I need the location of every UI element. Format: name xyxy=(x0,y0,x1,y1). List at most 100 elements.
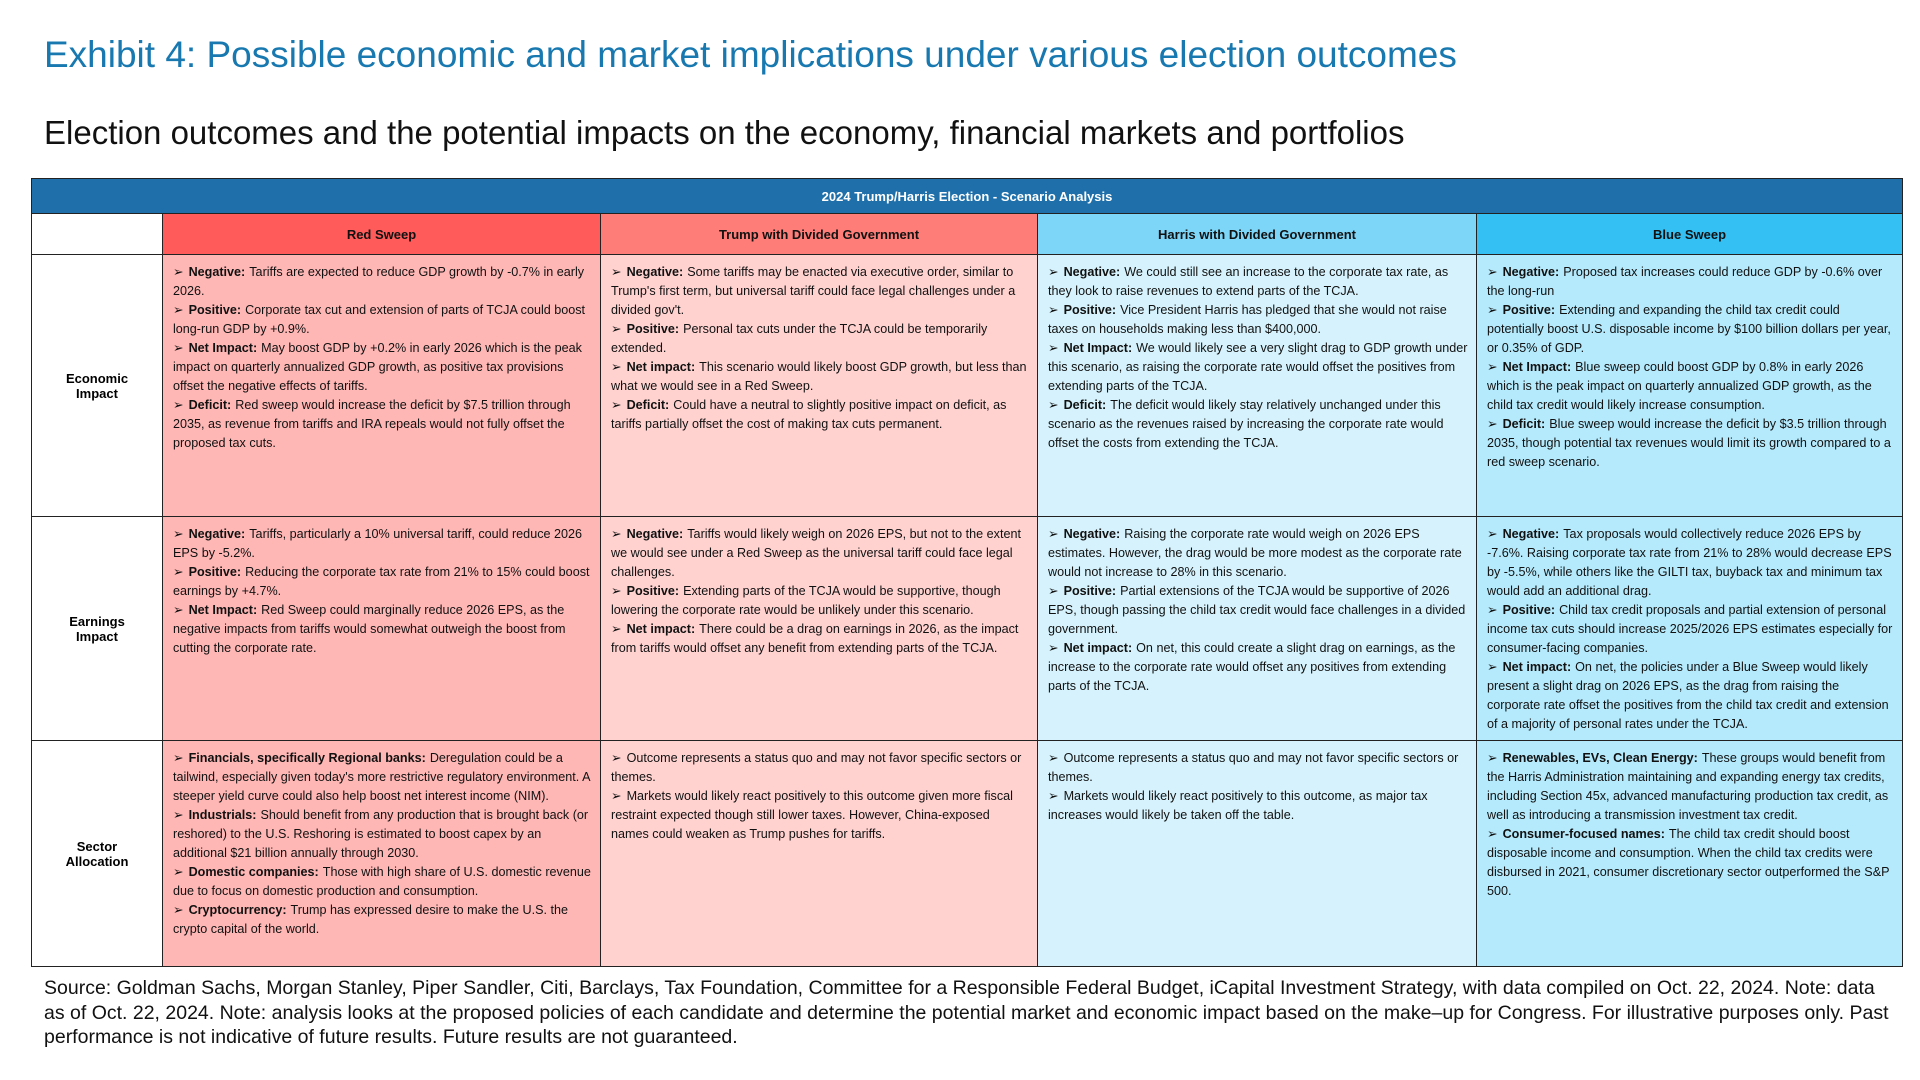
bullet-text: Raising the corporate rate would weigh o… xyxy=(1048,527,1462,579)
bullet-text: We would likely see a very slight drag t… xyxy=(1048,341,1468,393)
bullet-text: Personal tax cuts under the TCJA could b… xyxy=(611,322,988,355)
bullet-item: Negative:Raising the corporate rate woul… xyxy=(1048,525,1468,582)
scenario-cell: Negative:Raising the corporate rate woul… xyxy=(1037,516,1477,741)
scenario-cell: Financials, specifically Regional banks:… xyxy=(162,740,601,967)
bullet-label: Positive: xyxy=(1063,584,1117,598)
bullet-item: Negative:We could still see an increase … xyxy=(1048,263,1468,301)
row-header: Economic Impact xyxy=(31,254,163,517)
bullet-text: Deregulation could be a tailwind, especi… xyxy=(173,751,590,803)
bullet-text: Partial extensions of the TCJA would be … xyxy=(1048,584,1466,636)
scenario-cell: Negative:Tariffs would likely weigh on 2… xyxy=(600,516,1038,741)
scenario-cell: Outcome represents a status quo and may … xyxy=(1037,740,1477,967)
scenario-table: 2024 Trump/Harris Election - Scenario An… xyxy=(30,178,1904,967)
bullet-label: Renewables, EVs, Clean Energy: xyxy=(1502,751,1698,765)
bullet-text: The child tax credit should boost dispos… xyxy=(1487,827,1890,898)
bullet-text: Tariffs would likely weigh on 2026 EPS, … xyxy=(611,527,1021,579)
bullet-item: Negative:Tariffs would likely weigh on 2… xyxy=(611,525,1029,582)
bullet-item: Negative:Proposed tax increases could re… xyxy=(1487,263,1894,301)
bullet-label: Industrials: xyxy=(188,808,257,822)
bullet-label: Negative: xyxy=(1502,265,1560,279)
table-caption: 2024 Trump/Harris Election - Scenario An… xyxy=(30,178,1904,214)
bullet-label: Deficit: xyxy=(1063,398,1107,412)
bullet-text: On net, the policies under a Blue Sweep … xyxy=(1487,660,1889,731)
bullet-item: Markets would likely react positively to… xyxy=(611,787,1029,844)
bullet-item: Net Impact:Red Sweep could marginally re… xyxy=(173,601,592,658)
bullet-text: May boost GDP by +0.2% in early 2026 whi… xyxy=(173,341,582,393)
bullet-label: Positive: xyxy=(1063,303,1117,317)
title: Exhibit 4: Possible economic and market … xyxy=(44,34,1457,75)
source-note: Source: Goldman Sachs, Morgan Stanley, P… xyxy=(44,977,1889,1048)
bullet-text: Red Sweep could marginally reduce 2026 E… xyxy=(173,603,566,655)
scenario-cell: Negative:Proposed tax increases could re… xyxy=(1475,254,1904,517)
bullet-text: Extending and expanding the child tax cr… xyxy=(1487,303,1891,355)
bullet-item: Outcome represents a status quo and may … xyxy=(611,749,1029,787)
bullet-label: Net Impact: xyxy=(1063,341,1133,355)
bullet-item: Positive:Personal tax cuts under the TCJ… xyxy=(611,320,1029,358)
bullet-item: Consumer-focused names:The child tax cre… xyxy=(1487,825,1894,901)
bullet-text: Outcome represents a status quo and may … xyxy=(1048,751,1459,784)
scenario-cell: Negative:Tax proposals would collectivel… xyxy=(1475,516,1904,741)
bullet-item: Positive:Corporate tax cut and extension… xyxy=(173,301,592,339)
bullet-item: Net impact:On net, the policies under a … xyxy=(1487,658,1894,734)
bullet-text: Proposed tax increases could reduce GDP … xyxy=(1487,265,1883,298)
bullet-item: Positive:Extending and expanding the chi… xyxy=(1487,301,1894,358)
scenario-cell: Outcome represents a status quo and may … xyxy=(600,740,1038,967)
bullet-text: Markets would likely react positively to… xyxy=(611,789,1013,841)
column-header: Blue Sweep xyxy=(1475,213,1904,255)
bullet-item: Outcome represents a status quo and may … xyxy=(1048,749,1468,787)
bullet-label: Negative: xyxy=(188,265,246,279)
bullet-item: Positive:Child tax credit proposals and … xyxy=(1487,601,1894,658)
bullet-item: Negative:Tax proposals would collectivel… xyxy=(1487,525,1894,601)
bullet-label: Negative: xyxy=(626,265,684,279)
bullet-item: Deficit:The deficit would likely stay re… xyxy=(1048,396,1468,453)
scenario-cell: Negative:Tariffs are expected to reduce … xyxy=(162,254,601,517)
bullet-item: Net impact:On net, this could create a s… xyxy=(1048,639,1468,696)
bullet-text: Trump has expressed desire to make the U… xyxy=(173,903,568,936)
row-header: Sector Allocation xyxy=(31,740,163,967)
bullet-item: Net impact:This scenario would likely bo… xyxy=(611,358,1029,396)
bullet-text: Reducing the corporate tax rate from 21%… xyxy=(173,565,590,598)
bullet-label: Positive: xyxy=(626,584,680,598)
bullet-label: Deficit: xyxy=(626,398,670,412)
column-header: Red Sweep xyxy=(162,213,601,255)
bullet-item: Industrials:Should benefit from any prod… xyxy=(173,806,592,863)
scenario-cell: Negative:We could still see an increase … xyxy=(1037,254,1477,517)
bullet-item: Financials, specifically Regional banks:… xyxy=(173,749,592,806)
bullet-label: Negative: xyxy=(1063,265,1121,279)
bullet-item: Cryptocurrency:Trump has expressed desir… xyxy=(173,901,592,939)
bullet-label: Negative: xyxy=(188,527,246,541)
bullet-item: Renewables, EVs, Clean Energy:These grou… xyxy=(1487,749,1894,825)
bullet-label: Positive: xyxy=(188,565,242,579)
bullet-label: Net Impact: xyxy=(1502,360,1572,374)
bullet-text: On net, this could create a slight drag … xyxy=(1048,641,1456,693)
bullet-label: Net impact: xyxy=(1502,660,1572,674)
bullet-label: Domestic companies: xyxy=(188,865,319,879)
bullet-item: Net impact:There could be a drag on earn… xyxy=(611,620,1029,658)
bullet-label: Positive: xyxy=(1502,303,1556,317)
bullet-text: Child tax credit proposals and partial e… xyxy=(1487,603,1893,655)
bullet-item: Negative:Tariffs are expected to reduce … xyxy=(173,263,592,301)
bullet-label: Cryptocurrency: xyxy=(188,903,287,917)
bullet-text: Red sweep would increase the deficit by … xyxy=(173,398,571,450)
bullet-item: Negative:Some tariffs may be enacted via… xyxy=(611,263,1029,320)
bullet-label: Positive: xyxy=(626,322,680,336)
bullet-item: Deficit:Red sweep would increase the def… xyxy=(173,396,592,453)
caption-row: 2024 Trump/Harris Election - Scenario An… xyxy=(30,178,1904,214)
scenario-row: Sector AllocationFinancials, specificall… xyxy=(31,740,1904,967)
bullet-text: Tax proposals would collectively reduce … xyxy=(1487,527,1892,598)
subtitle: Election outcomes and the potential impa… xyxy=(44,114,1405,151)
bullet-text: There could be a drag on earnings in 202… xyxy=(611,622,1019,655)
scenario-cell: Renewables, EVs, Clean Energy:These grou… xyxy=(1475,740,1904,967)
column-header: Harris with Divided Government xyxy=(1037,213,1477,255)
bullet-label: Net impact: xyxy=(626,360,696,374)
bullet-text: Should benefit from any production that … xyxy=(173,808,589,860)
bullet-label: Net Impact: xyxy=(188,603,258,617)
scenario-cell: Negative:Some tariffs may be enacted via… xyxy=(600,254,1038,517)
bullet-item: Positive:Partial extensions of the TCJA … xyxy=(1048,582,1468,639)
bullet-item: Deficit:Blue sweep would increase the de… xyxy=(1487,415,1894,472)
bullet-text: Extending parts of the TCJA would be sup… xyxy=(611,584,1001,617)
bullet-text: Those with high share of U.S. domestic r… xyxy=(173,865,591,898)
column-header-row: Red Sweep Trump with Divided Government Ha… xyxy=(31,213,1904,255)
